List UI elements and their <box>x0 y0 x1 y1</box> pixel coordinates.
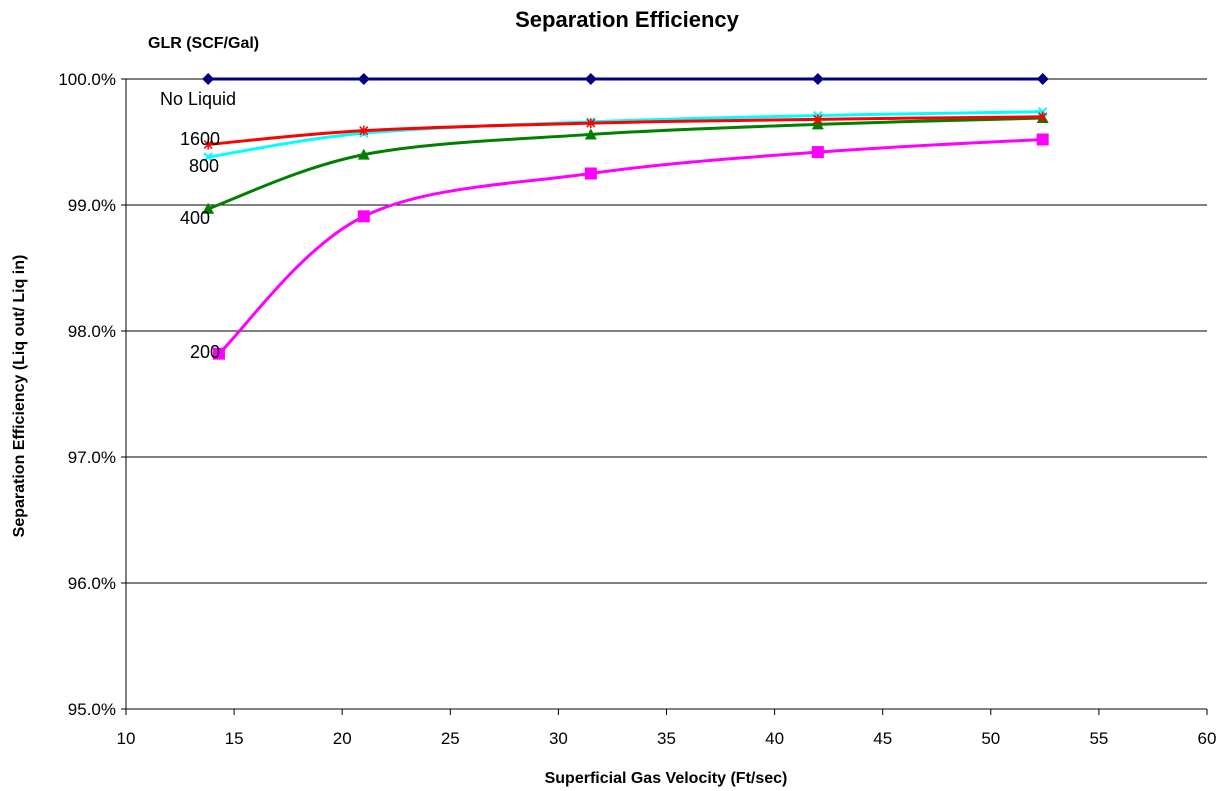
data-point-200 <box>357 210 370 223</box>
series-label-200: 200 <box>190 342 220 362</box>
x-tick-label: 40 <box>765 729 784 748</box>
x-tick-label: 15 <box>225 729 244 748</box>
x-tick-label: 30 <box>549 729 568 748</box>
series-200 <box>212 133 1049 360</box>
data-series <box>202 73 1049 360</box>
y-tick-label: 100.0% <box>58 70 116 89</box>
data-point-no-liquid <box>811 73 824 85</box>
data-point-1600 <box>1038 111 1048 122</box>
data-point-200 <box>811 146 824 159</box>
series-label-800: 800 <box>189 156 219 176</box>
data-point-200 <box>1036 133 1049 146</box>
axes <box>121 78 1208 715</box>
data-point-1600 <box>586 118 596 129</box>
data-point-no-liquid <box>584 73 597 85</box>
series-400 <box>202 112 1049 214</box>
y-tick-label: 95.0% <box>68 700 116 719</box>
chart-title: Separation Efficiency <box>515 7 740 32</box>
series-labels: No Liquid 1600 800 400 200 <box>160 89 236 362</box>
y-axis-title: Separation Efficiency (Liq out/ Liq in) <box>11 255 28 538</box>
data-point-1600 <box>203 139 213 150</box>
data-point-no-liquid <box>1036 73 1049 85</box>
x-tick-label: 35 <box>657 729 676 748</box>
data-point-no-liquid <box>202 73 215 85</box>
gridlines <box>126 78 1207 710</box>
data-point-800 <box>203 152 213 162</box>
y-tick-label: 96.0% <box>68 574 116 593</box>
x-tick-label: 20 <box>333 729 352 748</box>
x-tick-label: 55 <box>1089 729 1108 748</box>
data-point-200 <box>584 167 597 180</box>
legend-title: GLR (SCF/Gal) <box>148 35 259 52</box>
data-point-no-liquid <box>357 73 370 85</box>
x-axis-title: Superficial Gas Velocity (Ft/sec) <box>545 770 788 787</box>
x-tick-label: 60 <box>1198 729 1217 748</box>
x-tick-label: 25 <box>441 729 460 748</box>
x-tick-label: 45 <box>873 729 892 748</box>
data-point-400 <box>202 202 215 214</box>
tick-labels: 95.0% 96.0% 97.0% 98.0% 99.0% 100.0% 10 15 20 25 3… <box>58 70 1216 748</box>
x-tick-label: 50 <box>981 729 1000 748</box>
series-label-no-liquid: No Liquid <box>160 89 236 109</box>
data-point-1600 <box>813 114 823 125</box>
series-line-200 <box>217 137 1043 355</box>
series-label-400: 400 <box>180 208 210 228</box>
y-tick-label: 98.0% <box>68 322 116 341</box>
x-tick-label: 10 <box>117 729 136 748</box>
y-tick-label: 99.0% <box>68 196 116 215</box>
series-label-1600: 1600 <box>180 129 220 149</box>
series-1600 <box>203 111 1048 150</box>
data-point-1600 <box>359 125 369 136</box>
series-800 <box>203 107 1048 162</box>
series-no-liquid <box>202 73 1049 85</box>
data-point-400 <box>357 148 370 160</box>
data-point-200 <box>212 347 225 360</box>
y-tick-label: 97.0% <box>68 448 116 467</box>
data-point-400 <box>584 128 597 140</box>
